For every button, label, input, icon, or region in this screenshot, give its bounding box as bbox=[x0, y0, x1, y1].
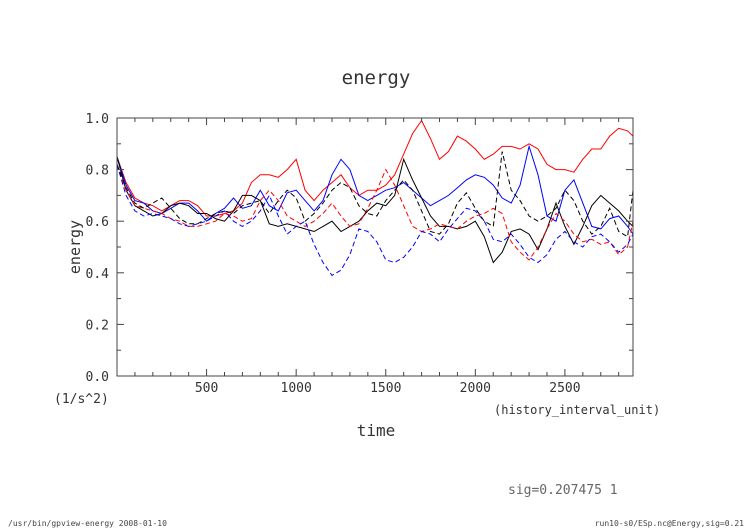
y-tick-label: 0.8 bbox=[86, 164, 109, 179]
ticks-group: 0.0 0.2 0.4 0.6 0.8 1.0 500 1000 1500 2000 2500 bbox=[86, 112, 633, 396]
y-axis-units: (1/s^2) bbox=[54, 392, 109, 407]
series-line-red-solid bbox=[116, 119, 634, 217]
y-tick-label: 0.6 bbox=[86, 215, 109, 230]
x-tick-label: 2000 bbox=[460, 381, 491, 396]
y-axis-label: energy bbox=[66, 220, 84, 274]
footer-left: /usr/bin/gpview-energy 2008-01-10 bbox=[8, 519, 167, 528]
y-tick-label: 0.2 bbox=[86, 318, 109, 333]
series-line-blue-solid bbox=[116, 144, 634, 235]
x-tick-label: 1500 bbox=[370, 381, 401, 396]
series-line-black-solid bbox=[116, 156, 634, 264]
chart-title: energy bbox=[342, 67, 411, 89]
x-axis-label: time bbox=[357, 421, 396, 440]
x-tick-label: 1000 bbox=[281, 381, 312, 396]
sig-annotation: sig=0.207475 1 bbox=[508, 483, 618, 498]
series-line-red-dashed bbox=[116, 164, 634, 261]
y-tick-label: 0.0 bbox=[86, 370, 109, 385]
x-tick-label: 500 bbox=[195, 381, 218, 396]
y-tick-label: 0.4 bbox=[86, 267, 110, 282]
x-axis-units: (history_interval_unit) bbox=[494, 403, 660, 417]
series-line-black-dashed bbox=[116, 151, 634, 238]
y-tick-label: 1.0 bbox=[86, 112, 109, 127]
footer-right: run10-s0/ESp.nc@Energy,sig=0.21 bbox=[594, 519, 744, 528]
plot-frame bbox=[116, 117, 634, 377]
x-tick-label: 2500 bbox=[549, 381, 580, 396]
series-line-blue-dashed bbox=[116, 164, 634, 277]
series-group bbox=[116, 119, 634, 277]
